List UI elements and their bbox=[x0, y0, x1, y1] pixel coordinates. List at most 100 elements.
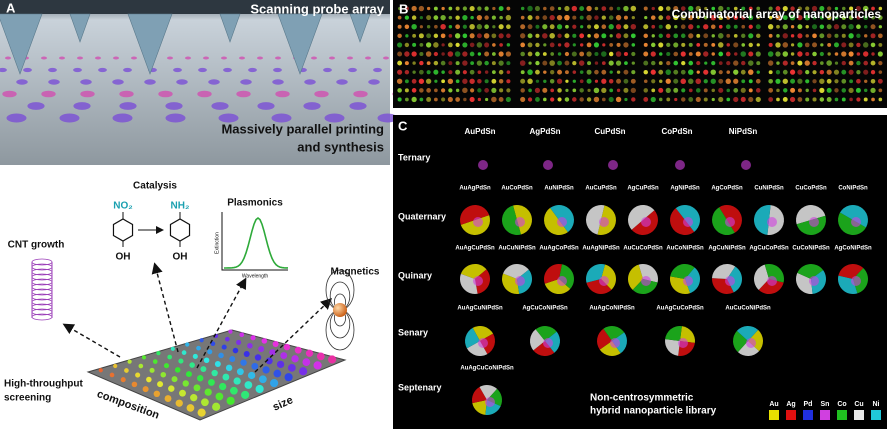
array-spot bbox=[747, 69, 754, 75]
array-spot bbox=[703, 33, 709, 39]
array-spot bbox=[651, 34, 655, 38]
array-spot bbox=[520, 88, 525, 93]
array-spot bbox=[397, 42, 403, 48]
array-spot bbox=[718, 78, 724, 84]
array-spot bbox=[755, 24, 761, 30]
array-spot bbox=[498, 33, 504, 39]
array-spot bbox=[601, 51, 607, 57]
array-spot bbox=[601, 69, 607, 75]
array-spot bbox=[624, 97, 628, 102]
array-spot bbox=[476, 33, 482, 39]
array-spot bbox=[841, 97, 846, 102]
array-spot bbox=[557, 52, 562, 56]
array-spot bbox=[593, 87, 600, 94]
array-spot bbox=[797, 78, 803, 84]
array-spot bbox=[703, 79, 708, 84]
array-spot bbox=[673, 87, 679, 93]
array-spot bbox=[470, 88, 475, 93]
array-spot bbox=[849, 6, 854, 11]
array-spot bbox=[776, 24, 780, 29]
array-spot bbox=[703, 24, 709, 30]
array-spot bbox=[448, 15, 453, 20]
nanoparticle-sphere bbox=[302, 358, 311, 366]
array-spot bbox=[790, 34, 795, 38]
array-spot bbox=[680, 69, 686, 75]
particle-domain bbox=[838, 264, 864, 279]
array-spot bbox=[688, 24, 694, 30]
pd-sn-core bbox=[478, 338, 488, 348]
plot-axes bbox=[221, 212, 288, 271]
array-spot bbox=[688, 42, 693, 47]
array-spot bbox=[741, 79, 746, 84]
array-spot bbox=[782, 78, 788, 84]
array-spot bbox=[696, 33, 701, 38]
array-spot bbox=[506, 79, 511, 84]
array-spot bbox=[397, 33, 402, 39]
array-spot bbox=[878, 15, 883, 20]
array-spot bbox=[666, 60, 671, 66]
row-label: Quinary bbox=[398, 270, 432, 280]
array-spot bbox=[572, 24, 577, 29]
legend-label: Cu bbox=[854, 401, 863, 408]
particle-domain bbox=[535, 325, 557, 341]
array-spot bbox=[404, 24, 410, 29]
array-spot bbox=[834, 6, 839, 11]
array-spot bbox=[594, 15, 599, 20]
array-spot bbox=[411, 96, 417, 103]
array-spot bbox=[519, 60, 526, 66]
array-spot bbox=[492, 6, 496, 11]
array-spot bbox=[841, 69, 847, 75]
array-spot bbox=[557, 69, 563, 75]
pd-sn-core bbox=[851, 276, 861, 286]
composition-label: CoNiPdSn bbox=[838, 186, 868, 192]
array-spot bbox=[477, 70, 482, 75]
array-spot bbox=[680, 51, 686, 57]
printed-dot bbox=[323, 67, 332, 73]
array-spot bbox=[448, 34, 453, 38]
probe-tip bbox=[277, 13, 323, 75]
composition-label: AgNiPdSn bbox=[670, 186, 700, 192]
array-spot bbox=[543, 43, 547, 47]
array-spot bbox=[527, 15, 533, 21]
array-spot bbox=[848, 15, 854, 20]
array-spot bbox=[733, 33, 738, 38]
array-spot bbox=[841, 15, 847, 20]
pd-sn-core bbox=[675, 160, 685, 170]
array-spot bbox=[557, 6, 562, 11]
array-spot bbox=[826, 24, 832, 30]
array-spot bbox=[549, 6, 555, 11]
panel-title: Scanning probe array bbox=[250, 1, 384, 16]
array-spot bbox=[651, 79, 656, 84]
array-spot bbox=[485, 97, 489, 102]
group-label: NH₂ bbox=[171, 201, 190, 212]
array-spot bbox=[404, 6, 409, 11]
particle-domain bbox=[748, 329, 764, 352]
array-spot bbox=[726, 88, 731, 93]
array-spot bbox=[462, 24, 467, 29]
particle-domain bbox=[597, 328, 612, 350]
array-spot bbox=[630, 87, 636, 94]
array-spot bbox=[535, 79, 540, 83]
array-spot bbox=[658, 33, 663, 39]
nanoparticle bbox=[472, 385, 502, 416]
array-spot bbox=[462, 14, 468, 21]
nanoparticle bbox=[608, 152, 621, 170]
panel-a-background bbox=[0, 0, 390, 165]
cnt-wall bbox=[31, 262, 53, 318]
array-spot bbox=[841, 51, 847, 57]
array-spot bbox=[783, 88, 788, 93]
nanoparticle-sphere bbox=[316, 352, 325, 361]
printed-dot bbox=[165, 113, 186, 123]
array-spot bbox=[594, 79, 599, 83]
nanoparticle-sphere bbox=[255, 384, 264, 394]
array-spot bbox=[550, 97, 555, 102]
nanoparticle-sphere bbox=[156, 350, 161, 356]
array-spot bbox=[673, 60, 679, 66]
array-spot bbox=[469, 5, 475, 12]
array-spot bbox=[411, 23, 417, 30]
legend-swatch bbox=[769, 410, 779, 420]
axis-label: size bbox=[271, 394, 295, 413]
printed-dot bbox=[203, 56, 209, 60]
nanoparticle-sphere bbox=[181, 350, 187, 355]
array-spot bbox=[601, 61, 606, 65]
